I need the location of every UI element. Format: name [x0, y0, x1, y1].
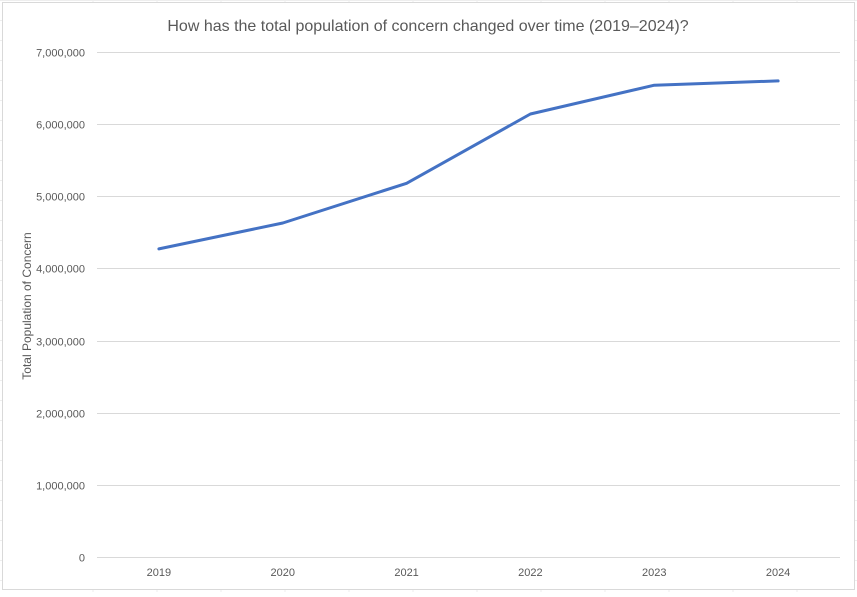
- y-gridlines: [97, 52, 840, 558]
- chart-title: How has the total population of concern …: [167, 18, 688, 35]
- x-tick-label: 2024: [766, 567, 790, 579]
- y-tick-label: 1,000,000: [36, 481, 85, 493]
- x-tick-label: 2019: [147, 567, 171, 579]
- y-tick-label: 5,000,000: [36, 192, 85, 204]
- x-tick-label: 2021: [394, 567, 418, 579]
- y-tick-label: 4,000,000: [36, 264, 85, 276]
- x-tick-labels: 2019 2020 2021 2022 2023 2024: [147, 567, 791, 579]
- y-axis-label: Total Population of Concern: [20, 232, 34, 379]
- y-tick-label: 6,000,000: [36, 120, 85, 132]
- x-tick-label: 2020: [271, 567, 295, 579]
- y-tick-label: 3,000,000: [36, 337, 85, 349]
- x-tick-label: 2022: [518, 567, 542, 579]
- y-tick-label: 2,000,000: [36, 409, 85, 421]
- y-tick-label: 0: [79, 553, 85, 565]
- series-line: [157, 79, 780, 251]
- x-tick-label: 2023: [642, 567, 666, 579]
- data-series: [157, 79, 780, 251]
- y-tick-label: 7,000,000: [36, 48, 85, 60]
- y-tick-labels: 0 1,000,000 2,000,000 3,000,000 4,000,000 5,0…: [36, 48, 85, 565]
